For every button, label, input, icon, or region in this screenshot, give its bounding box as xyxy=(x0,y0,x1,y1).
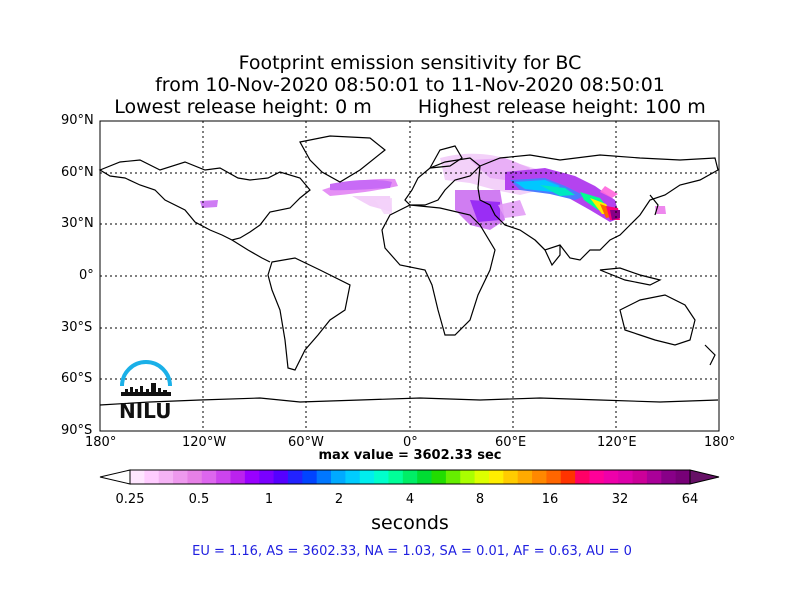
colorbar-segment xyxy=(632,470,648,484)
coastlines xyxy=(98,135,719,406)
colorbar-tick: 4 xyxy=(405,492,415,507)
colorbar-segment xyxy=(402,470,418,484)
colorbar-segment xyxy=(474,470,490,484)
colorbar-tick: 16 xyxy=(541,492,559,507)
colorbar-segment xyxy=(331,470,346,484)
colorbar-segment xyxy=(359,470,375,484)
colorbar-segment xyxy=(316,470,332,484)
nilu-logo xyxy=(120,360,172,396)
logo-skyline xyxy=(121,383,171,396)
colorbar-segment xyxy=(173,470,188,484)
lon-label-180e: 180° xyxy=(704,435,736,450)
region-stats: EU = 1.16, AS = 3602.33, NA = 1.03, SA =… xyxy=(192,544,632,559)
lat-label-60n: 60°N xyxy=(61,165,94,180)
lat-label-60s: 60°S xyxy=(61,371,93,386)
plot-title-line1: Footprint emission sensitivity for BC xyxy=(238,52,582,74)
colorbar-tick: 0.5 xyxy=(188,492,210,507)
lon-label-60e: 60°E xyxy=(495,435,527,450)
colorbar-segment xyxy=(187,470,203,484)
colorbar-segment xyxy=(445,470,461,484)
colorbar-segment xyxy=(503,470,519,484)
colorbar-min-extension xyxy=(99,469,131,485)
colorbar-segment xyxy=(675,470,691,484)
colorbar xyxy=(99,469,720,485)
colorbar-segment xyxy=(460,470,476,484)
colorbar-segment xyxy=(546,470,562,484)
colorbar-segment xyxy=(345,470,361,484)
colorbar-segment xyxy=(130,470,145,484)
colorbar-segment xyxy=(517,470,533,484)
colorbar-segment xyxy=(646,470,662,484)
plot-title-line2: from 10-Nov-2020 08:50:01 to 11-Nov-2020… xyxy=(155,74,665,96)
colorbar-segment xyxy=(661,470,677,484)
graticule xyxy=(100,121,719,431)
plot-title-line3: Lowest release height: 0 m Highest relea… xyxy=(0,96,800,118)
colorbar-segment xyxy=(603,470,619,484)
colorbar-segment xyxy=(618,470,634,484)
highest-release-height: Highest release height: 100 m xyxy=(417,96,706,118)
max-value: max value = 3602.33 sec xyxy=(318,448,502,463)
colorbar-segment xyxy=(287,470,303,484)
colorbar-max-extension xyxy=(689,469,720,485)
lat-label-90s: 90°S xyxy=(61,423,93,438)
colorbar-label: seconds xyxy=(371,512,449,534)
colorbar-segment xyxy=(589,470,605,484)
lon-label-120w: 120°W xyxy=(182,435,227,450)
colorbar-segment xyxy=(216,470,232,484)
colorbar-segment xyxy=(259,470,275,484)
colorbar-tick: 64 xyxy=(681,492,699,507)
nilu-logo-text: NILU xyxy=(119,399,172,423)
colorbar-segment xyxy=(201,470,217,484)
emission-field xyxy=(200,153,666,230)
lon-label-120e: 120°E xyxy=(597,435,637,450)
lat-label-30s: 30°S xyxy=(61,320,93,335)
colorbar-segment xyxy=(488,470,504,484)
colorbar-segment xyxy=(431,470,447,484)
lowest-release-height: Lowest release height: 0 m xyxy=(114,96,372,118)
colorbar-segment xyxy=(230,470,246,484)
colorbar-segment xyxy=(374,470,389,484)
colorbar-segment xyxy=(532,470,547,484)
logo-arc xyxy=(120,360,172,387)
colorbar-segment xyxy=(388,470,404,484)
colorbar-tick: 0.25 xyxy=(115,492,145,507)
lat-label-30n: 30°N xyxy=(61,216,94,231)
lon-label-0: 0° xyxy=(403,435,418,450)
lon-label-180w: 180° xyxy=(85,435,117,450)
colorbar-segment xyxy=(575,470,590,484)
colorbar-segment xyxy=(417,470,433,484)
colorbar-border xyxy=(129,469,691,485)
colorbar-segment xyxy=(302,470,318,484)
colorbar-segment xyxy=(244,470,260,484)
lat-label-0: 0° xyxy=(79,268,94,283)
lat-label-90n: 90°N xyxy=(61,113,94,128)
colorbar-tick: 8 xyxy=(475,492,485,507)
colorbar-tick: 2 xyxy=(334,492,344,507)
colorbar-segment xyxy=(273,470,289,484)
colorbar-segment xyxy=(144,470,160,484)
colorbar-tick: 32 xyxy=(611,492,629,507)
lon-label-60w: 60°W xyxy=(288,435,324,450)
colorbar-segment xyxy=(158,470,174,484)
colorbar-tick: 1 xyxy=(264,492,274,507)
colorbar-segment xyxy=(560,470,576,484)
